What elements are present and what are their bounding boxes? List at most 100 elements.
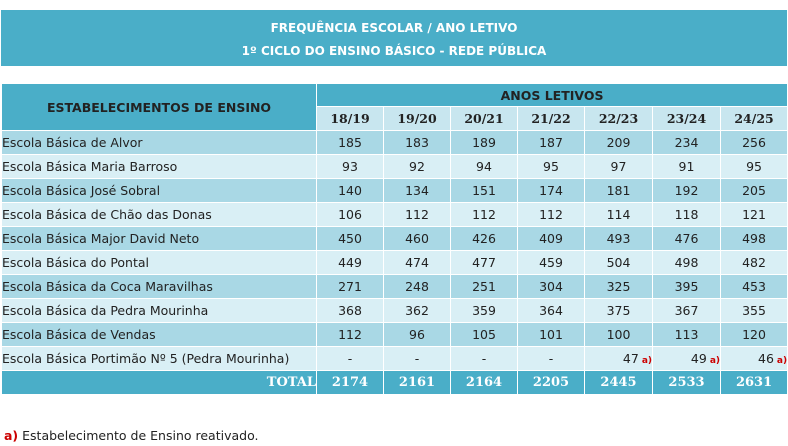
enrollment-cell: 118 [652, 202, 721, 227]
col-header-school-years: ANOS LETIVOS [315, 83, 788, 107]
enrollment-cell: 120 [719, 322, 788, 347]
enrollment-cell: 185 [316, 130, 384, 155]
year-header: 22/23 [584, 106, 653, 131]
enrollment-cell: 94 [450, 154, 518, 179]
enrollment-cell: 362 [383, 298, 451, 323]
enrollment-cell: 151 [450, 178, 518, 203]
page-title: FREQUÊNCIA ESCOLAR / ANO LETIVO [270, 21, 518, 35]
school-name: Escola Básica de Vendas [1, 322, 317, 347]
table-row: Escola Básica da Coca Maravilhas 271 248 25… [1, 274, 788, 299]
enrollment-cell: 112 [450, 202, 518, 227]
footnote-mark: a) [4, 428, 19, 443]
enrollment-cell: 113 [652, 322, 721, 347]
school-name: Escola Básica da Coca Maravilhas [1, 274, 317, 299]
table-row: Escola Básica José Sobral 140 134 151 174 181… [1, 178, 788, 203]
table-row: Escola Básica da Pedra Mourinha 368 362 359… [1, 298, 788, 323]
enrollment-cell: 477 [450, 250, 518, 275]
table-row: Escola Básica do Pontal 449 474 477 459 504 49… [1, 250, 788, 275]
enrollment-cell: 325 [584, 274, 653, 299]
school-name: Escola Básica Major David Neto [1, 226, 317, 251]
total-cell: 2631 [719, 370, 788, 395]
year-header-row: 18/19 19/20 20/21 21/22 22/23 23/24 24/25 [2, 106, 788, 131]
note-mark: a) [709, 356, 720, 366]
enrollment-cell: 450 [316, 226, 384, 251]
school-name: Escola Básica de Chão das Donas [1, 202, 317, 227]
note-mark: a) [776, 356, 788, 366]
enrollment-cell: 367 [652, 298, 721, 323]
page-subtitle: 1º CICLO DO ENSINO BÁSICO - REDE PÚBLICA [241, 44, 547, 58]
footnote-text: Estabelecimento de Ensino reativado. [18, 428, 259, 443]
year-header: 20/21 [450, 106, 518, 131]
total-row: TOTAL 2174 2161 2164 2205 2445 2533 2631 [1, 370, 788, 395]
enrollment-cell: 47 a) [584, 346, 653, 371]
enrollment-cell: 121 [719, 202, 788, 227]
school-name: Escola Básica Portimão Nº 5 (Pedra Mouri… [1, 346, 317, 371]
enrollment-cell: 174 [517, 178, 585, 203]
enrollment-cell: 395 [652, 274, 721, 299]
enrollment-cell: 189 [450, 130, 518, 155]
enrollment-cell: 234 [652, 130, 721, 155]
enrollment-value: 49 [690, 351, 707, 366]
enrollment-cell: 100 [584, 322, 653, 347]
enrollment-cell: 498 [652, 250, 721, 275]
total-cell: 2205 [517, 370, 585, 395]
note-mark: a) [641, 356, 652, 366]
enrollment-cell: 482 [719, 250, 788, 275]
enrollment-cell: 271 [316, 274, 384, 299]
enrollment-cell: 504 [584, 250, 653, 275]
enrollment-cell: - [316, 346, 384, 371]
school-name: Escola Básica da Pedra Mourinha [1, 298, 317, 323]
title-banner: FREQUÊNCIA ESCOLAR / ANO LETIVO 1º CICLO… [1, 10, 787, 66]
enrollment-cell: 355 [719, 298, 788, 323]
enrollment-cell: 97 [584, 154, 653, 179]
table-row: Escola Básica Major David Neto 450 460 426 4… [1, 226, 788, 251]
total-cell: 2174 [316, 370, 384, 395]
enrollment-cell: 205 [719, 178, 788, 203]
enrollment-cell: 476 [652, 226, 721, 251]
attendance-table: ESTABELECIMENTOS DE ENSINO ANOS LETIVOS … [1, 83, 788, 395]
table-row: Escola Básica de Chão das Donas 106 112 112… [1, 202, 788, 227]
enrollment-cell: 375 [584, 298, 653, 323]
total-cell: 2445 [584, 370, 653, 395]
enrollment-cell: 368 [316, 298, 384, 323]
table-body: Escola Básica de Alvor 185 183 189 187 209 234… [1, 130, 788, 395]
col-header-establishments: ESTABELECIMENTOS DE ENSINO [1, 83, 317, 131]
enrollment-cell: 106 [316, 202, 384, 227]
enrollment-cell: 187 [517, 130, 585, 155]
enrollment-cell: - [517, 346, 585, 371]
enrollment-cell: 453 [719, 274, 788, 299]
enrollment-value: 47 [622, 351, 639, 366]
enrollment-cell: 409 [517, 226, 585, 251]
enrollment-cell: 112 [383, 202, 451, 227]
enrollment-cell: - [383, 346, 451, 371]
table-row: Escola Básica Maria Barroso 93 92 94 95 97 91 9… [1, 154, 788, 179]
total-cell: 2533 [652, 370, 721, 395]
enrollment-cell: 426 [450, 226, 518, 251]
school-name: Escola Básica do Pontal [1, 250, 317, 275]
school-name: Escola Básica José Sobral [1, 178, 317, 203]
enrollment-cell: 101 [517, 322, 585, 347]
enrollment-cell: 256 [719, 130, 788, 155]
enrollment-cell: 359 [450, 298, 518, 323]
enrollment-cell: 95 [719, 154, 788, 179]
enrollment-cell: 493 [584, 226, 653, 251]
enrollment-cell: 93 [316, 154, 384, 179]
enrollment-cell: 105 [450, 322, 518, 347]
enrollment-cell: 95 [517, 154, 585, 179]
enrollment-cell: 449 [316, 250, 384, 275]
enrollment-cell: 498 [719, 226, 788, 251]
enrollment-cell: 114 [584, 202, 653, 227]
enrollment-cell: 364 [517, 298, 585, 323]
table-row: Escola Básica de Vendas 112 96 105 101 100 113… [1, 322, 788, 347]
enrollment-cell: - [450, 346, 518, 371]
enrollment-cell: 96 [383, 322, 451, 347]
table-row: Escola Básica Portimão Nº 5 (Pedra Mouri… [1, 346, 788, 371]
enrollment-cell: 304 [517, 274, 585, 299]
total-label: TOTAL [1, 370, 317, 395]
enrollment-cell: 46 a) [719, 346, 788, 371]
enrollment-cell: 140 [316, 178, 384, 203]
enrollment-cell: 192 [652, 178, 721, 203]
year-header: 24/25 [719, 106, 788, 131]
enrollment-cell: 183 [383, 130, 451, 155]
enrollment-cell: 134 [383, 178, 451, 203]
